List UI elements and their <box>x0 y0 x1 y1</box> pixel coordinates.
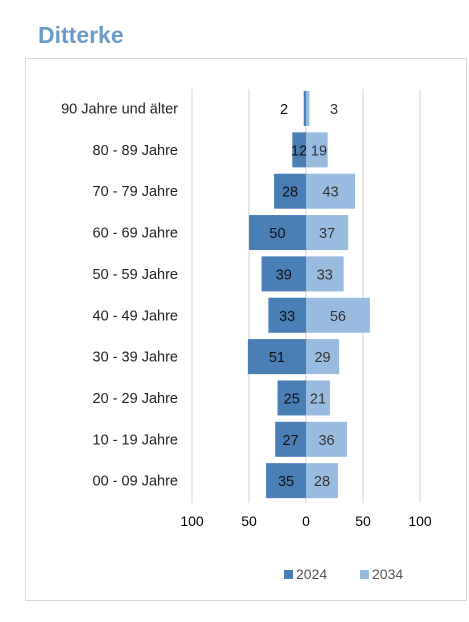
data-label-2024: 33 <box>279 309 295 325</box>
bar-2034 <box>306 215 349 251</box>
category-label: 30 - 39 Jahre <box>93 350 178 366</box>
x-tick-label: 100 <box>408 513 432 529</box>
bar-2024 <box>247 339 306 375</box>
bar-2024 <box>249 215 306 251</box>
data-label-2034: 28 <box>314 474 330 490</box>
data-label-2034: 3 <box>330 102 338 118</box>
category-label: 60 - 69 Jahre <box>93 226 178 242</box>
category-label: 70 - 79 Jahre <box>93 184 178 200</box>
bars: 2 3 12 19 28 43 50 37 39 33 33 56 51 29 25 21 27 36 35 28 <box>247 91 370 499</box>
data-label-2024: 50 <box>269 226 285 242</box>
population-pyramid-chart: 2 3 12 19 28 43 50 37 39 33 33 56 51 29 25 21 27 36 35 28 9… <box>61 89 432 582</box>
category-label: 80 - 89 Jahre <box>93 143 178 159</box>
legend-label: 2024 <box>296 566 327 582</box>
chart-frame: 2 3 12 19 28 43 50 37 39 33 33 56 51 29 25 21 27 36 35 28 9… <box>25 58 467 601</box>
legend: 2024 2034 <box>284 566 403 582</box>
bar-2024 <box>268 297 306 333</box>
legend-swatch <box>284 570 293 579</box>
data-label-2034: 21 <box>310 391 326 407</box>
bar-2024 <box>292 132 306 168</box>
x-axis-ticks: 100 50 0 50 100 <box>180 513 432 529</box>
bar-2034 <box>306 173 356 209</box>
bar-2024 <box>277 380 306 416</box>
bar-2034 <box>306 297 370 333</box>
data-label-2034: 36 <box>318 433 334 449</box>
bar-2034 <box>306 91 310 126</box>
category-label: 20 - 29 Jahre <box>93 391 178 407</box>
bar-2024 <box>303 91 306 126</box>
x-tick-label: 100 <box>180 513 204 529</box>
data-label-2024: 27 <box>283 433 299 449</box>
bar-2034 <box>306 339 340 375</box>
bar-2034 <box>306 380 330 416</box>
data-label-2034: 19 <box>311 143 327 159</box>
data-label-2034: 56 <box>330 309 346 325</box>
data-label-2024: 2 <box>280 102 288 118</box>
bar-2034 <box>306 421 348 457</box>
bar-2034 <box>306 463 338 499</box>
data-label-2034: 33 <box>317 267 333 283</box>
data-label-2034: 43 <box>322 185 338 201</box>
category-label: 40 - 49 Jahre <box>93 308 178 324</box>
data-label-2024: 28 <box>282 185 298 201</box>
x-tick-label: 50 <box>355 513 371 529</box>
data-label-2024: 12 <box>291 143 307 159</box>
data-label-2024: 25 <box>284 391 300 407</box>
bar-2024 <box>261 256 306 292</box>
category-label: 50 - 59 Jahre <box>93 267 178 283</box>
data-label-2034: 37 <box>319 226 335 242</box>
bar-2024 <box>275 421 306 457</box>
category-label: 90 Jahre und älter <box>61 102 178 118</box>
data-label-2034: 29 <box>314 350 330 366</box>
page-title: Ditterke <box>38 22 124 48</box>
category-labels: 90 Jahre und älter 80 - 89 Jahre 70 - 79 J… <box>61 102 178 490</box>
legend-swatch <box>360 570 369 579</box>
data-label-2024: 51 <box>269 350 285 366</box>
category-label: 00 - 09 Jahre <box>93 474 178 490</box>
x-tick-label: 50 <box>241 513 257 529</box>
bar-2024 <box>274 173 306 209</box>
category-label: 10 - 19 Jahre <box>93 432 178 448</box>
data-label-2024: 39 <box>276 267 292 283</box>
legend-label: 2034 <box>372 566 403 582</box>
bar-2034 <box>306 132 328 168</box>
bar-2024 <box>266 463 306 499</box>
bar-2034 <box>306 256 344 292</box>
data-label-2024: 35 <box>278 474 294 490</box>
x-tick-label: 0 <box>302 513 310 529</box>
